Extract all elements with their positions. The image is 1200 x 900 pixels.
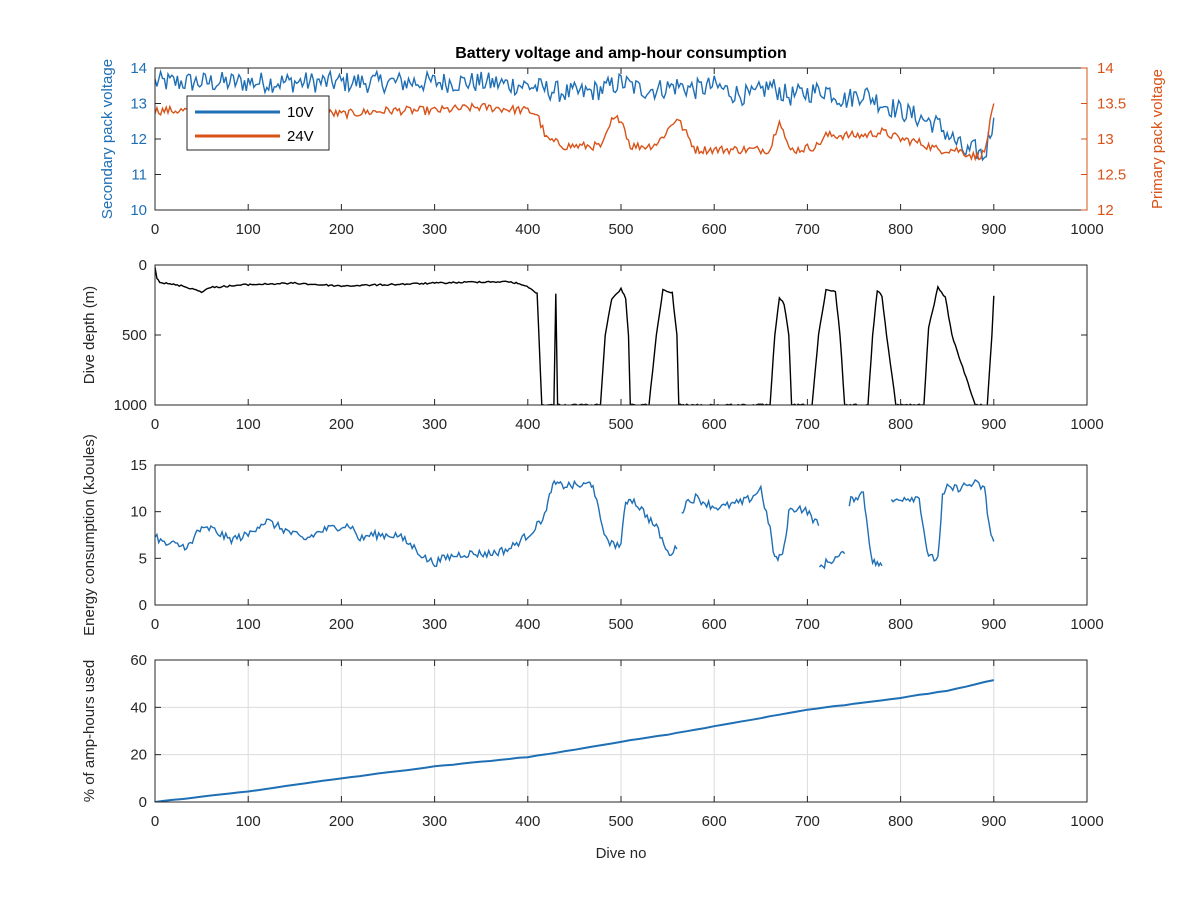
y-tick-label: 13 xyxy=(130,96,147,113)
x-tick-label: 700 xyxy=(795,416,820,433)
energy-panel: 0 100 200 300 400 500 600 700 800 900 1000 0 5 10 15 En… xyxy=(81,434,1104,636)
y-tick-label: 10 xyxy=(130,504,147,521)
legend-label-24v: 24V xyxy=(287,128,314,145)
series-line-data xyxy=(848,491,883,568)
x-tick-label: 200 xyxy=(329,616,354,633)
x-tick-label: 100 xyxy=(236,813,261,830)
x-tick-label: 600 xyxy=(702,221,727,238)
series-line-data xyxy=(890,479,995,562)
y-tick-label: 10 xyxy=(130,202,147,219)
x-tick-label: 1000 xyxy=(1070,616,1103,633)
series-line-data xyxy=(818,550,846,570)
series-line-data xyxy=(155,679,995,802)
series-line-data xyxy=(681,484,820,563)
x-tick-label: 1000 xyxy=(1070,813,1103,830)
y-tick-label: 40 xyxy=(130,699,147,716)
legend-label-10v: 10V xyxy=(287,104,314,121)
series-line-data xyxy=(155,267,995,405)
x-tick-label: 700 xyxy=(795,616,820,633)
x-tick-label: 600 xyxy=(702,416,727,433)
series-line-data xyxy=(155,479,678,568)
x-tick-label: 300 xyxy=(422,616,447,633)
y-right-tick-label: 14 xyxy=(1097,60,1114,77)
x-tick-label: 0 xyxy=(151,221,159,238)
x-tick-label: 800 xyxy=(888,416,913,433)
y-right-axis-label: Primary pack voltage xyxy=(1149,69,1166,209)
x-tick-label: 1000 xyxy=(1070,221,1103,238)
axes-box xyxy=(154,264,1088,406)
amp-hours-panel: 0 100 200 300 400 500 600 700 800 900 1000 0 20 40 60%… xyxy=(81,652,1104,862)
y-tick-label: 15 xyxy=(130,457,147,474)
y-tick-label: 500 xyxy=(122,327,147,344)
y-axis-label: Dive depth (m) xyxy=(81,286,98,384)
legend-box xyxy=(186,95,330,151)
x-tick-label: 900 xyxy=(981,813,1006,830)
x-tick-label: 100 xyxy=(236,416,261,433)
y-axis-label: Secondary pack voltage xyxy=(99,59,116,219)
y-right-tick-label: 12.5 xyxy=(1097,167,1126,184)
x-tick-label: 200 xyxy=(329,221,354,238)
x-tick-label: 0 xyxy=(151,813,159,830)
x-tick-label: 100 xyxy=(236,221,261,238)
x-tick-label: 100 xyxy=(236,616,261,633)
x-tick-label: 900 xyxy=(981,616,1006,633)
y-axis-label: Energy consumption (kJoules) xyxy=(81,434,98,636)
x-tick-label: 400 xyxy=(515,813,540,830)
chart-title: Battery voltage and amp-hour consumption xyxy=(455,45,787,62)
x-tick-label: 800 xyxy=(888,221,913,238)
x-tick-label: 900 xyxy=(981,416,1006,433)
x-tick-label: 300 xyxy=(422,416,447,433)
x-axis-label: Dive no xyxy=(596,845,647,862)
x-tick-label: 700 xyxy=(795,221,820,238)
x-tick-label: 0 xyxy=(151,416,159,433)
x-tick-label: 1000 xyxy=(1070,416,1103,433)
x-tick-label: 800 xyxy=(888,813,913,830)
x-tick-label: 300 xyxy=(422,813,447,830)
x-tick-label: 700 xyxy=(795,813,820,830)
x-tick-label: 600 xyxy=(702,813,727,830)
x-tick-label: 200 xyxy=(329,416,354,433)
y-tick-label: 11 xyxy=(131,167,147,184)
y-tick-label: 5 xyxy=(139,550,147,567)
x-tick-label: 500 xyxy=(608,221,633,238)
y-right-tick-label: 13.5 xyxy=(1097,96,1126,113)
y-tick-label: 14 xyxy=(130,60,147,77)
x-tick-label: 900 xyxy=(981,221,1006,238)
x-tick-label: 500 xyxy=(608,616,633,633)
x-tick-label: 600 xyxy=(702,616,727,633)
y-tick-label: 0 xyxy=(139,257,147,274)
x-tick-label: 800 xyxy=(888,616,913,633)
x-tick-label: 500 xyxy=(608,813,633,830)
y-axis-label: % of amp-hours used xyxy=(81,660,98,803)
x-tick-label: 300 xyxy=(422,221,447,238)
y-right-tick-label: 12 xyxy=(1097,202,1114,219)
y-tick-label: 20 xyxy=(130,747,147,764)
x-tick-label: 400 xyxy=(515,416,540,433)
y-tick-label: 12 xyxy=(130,131,147,148)
y-tick-label: 1000 xyxy=(114,397,147,414)
voltage-panel: 0 100 200 300 400 500 600 700 800 900 1000 10 11 12 13… xyxy=(99,45,1166,238)
y-right-tick-label: 13 xyxy=(1097,131,1114,148)
x-tick-label: 500 xyxy=(608,416,633,433)
x-tick-label: 200 xyxy=(329,813,354,830)
x-tick-label: 400 xyxy=(515,221,540,238)
depth-panel: 0 100 200 300 400 500 600 700 800 900 100005001000… xyxy=(81,257,1104,433)
y-tick-label: 60 xyxy=(130,652,147,669)
y-tick-label: 0 xyxy=(139,794,147,811)
series-line-10v xyxy=(155,68,995,162)
x-tick-label: 0 xyxy=(151,616,159,633)
x-tick-label: 400 xyxy=(515,616,540,633)
y-tick-label: 0 xyxy=(139,597,147,614)
